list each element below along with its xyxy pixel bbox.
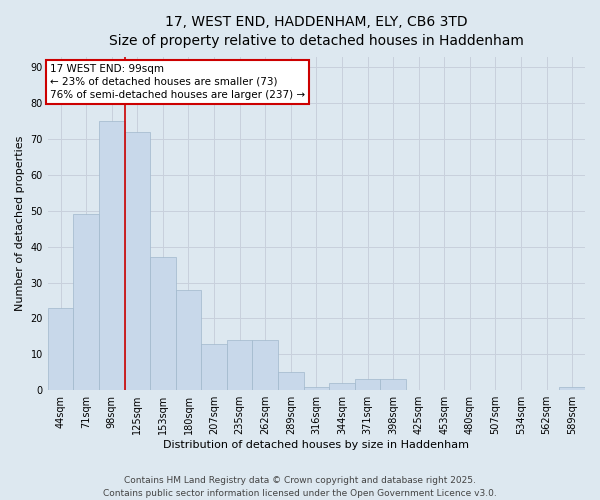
Bar — [253, 340, 278, 390]
X-axis label: Distribution of detached houses by size in Haddenham: Distribution of detached houses by size … — [163, 440, 469, 450]
Bar — [99, 121, 125, 390]
Bar — [329, 383, 355, 390]
Bar — [150, 258, 176, 390]
Bar — [355, 380, 380, 390]
Bar — [201, 344, 227, 390]
Bar — [227, 340, 253, 390]
Bar — [304, 386, 329, 390]
Bar — [380, 380, 406, 390]
Bar — [48, 308, 73, 390]
Bar — [176, 290, 201, 390]
Bar — [73, 214, 99, 390]
Text: 17 WEST END: 99sqm
← 23% of detached houses are smaller (73)
76% of semi-detache: 17 WEST END: 99sqm ← 23% of detached hou… — [50, 64, 305, 100]
Bar — [278, 372, 304, 390]
Y-axis label: Number of detached properties: Number of detached properties — [15, 136, 25, 311]
Bar — [559, 386, 585, 390]
Bar — [125, 132, 150, 390]
Text: Contains HM Land Registry data © Crown copyright and database right 2025.
Contai: Contains HM Land Registry data © Crown c… — [103, 476, 497, 498]
Title: 17, WEST END, HADDENHAM, ELY, CB6 3TD
Size of property relative to detached hous: 17, WEST END, HADDENHAM, ELY, CB6 3TD Si… — [109, 15, 524, 48]
